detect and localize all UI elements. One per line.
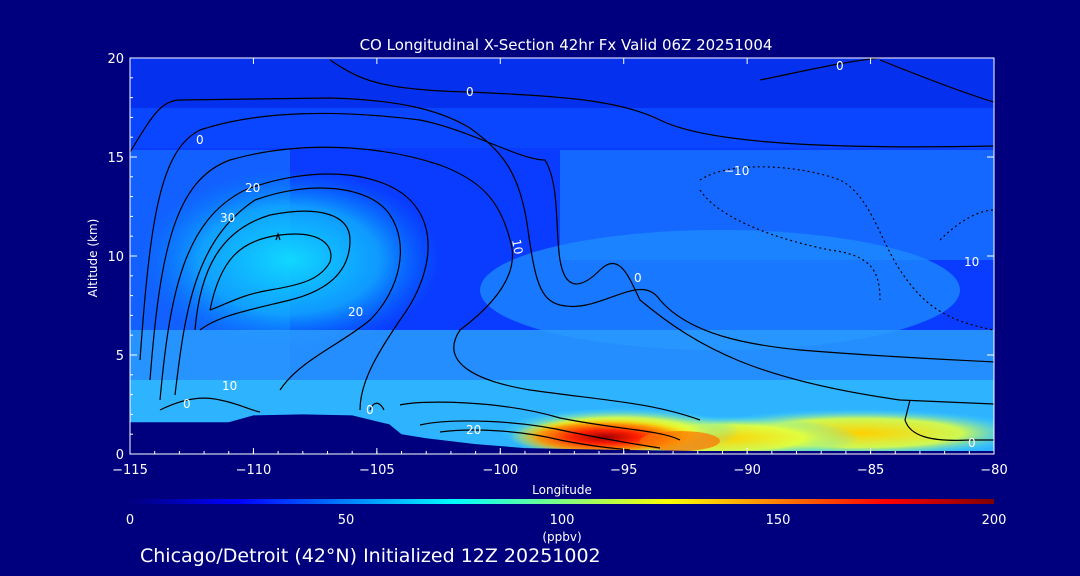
y-tick-label: 10 bbox=[107, 250, 124, 265]
contour-10-line bbox=[149, 146, 701, 421]
contour-label-neg10: 10 bbox=[964, 255, 979, 269]
x-tick-label: −110 bbox=[236, 463, 272, 478]
x-tick-label: −105 bbox=[359, 463, 395, 478]
y-tick-label: 15 bbox=[107, 151, 124, 166]
contour-20-line bbox=[419, 420, 661, 449]
contour-label-0: 0 bbox=[366, 403, 374, 417]
contour-0-line bbox=[329, 59, 994, 148]
x-axis-label: Longitude bbox=[532, 483, 592, 497]
contour-label-0: 0 bbox=[183, 397, 191, 411]
contour-label-20: 20 bbox=[245, 181, 260, 195]
colorbar bbox=[130, 499, 994, 504]
contour-0-line bbox=[879, 59, 994, 103]
contour-20-line bbox=[439, 429, 631, 451]
x-tick-label: −80 bbox=[980, 463, 1007, 478]
contour-30-line bbox=[275, 232, 281, 241]
contour-10-line bbox=[159, 173, 429, 411]
colorbar-tick-label: 150 bbox=[766, 513, 791, 528]
y-axis: 0 5 10 15 20 bbox=[107, 52, 994, 463]
contour-30-line bbox=[209, 233, 332, 311]
contour-20-line bbox=[174, 187, 401, 396]
x-tick-label: −85 bbox=[857, 463, 884, 478]
x-tick-label: −90 bbox=[733, 463, 760, 478]
y-tick-label: 20 bbox=[107, 52, 124, 67]
y-tick-label: 5 bbox=[116, 349, 124, 364]
contour-0-line bbox=[130, 97, 994, 363]
contour-0-line bbox=[904, 399, 994, 441]
contour-neg10-line bbox=[939, 209, 994, 241]
contour-10-line bbox=[399, 401, 681, 441]
contour-label-20: 20 bbox=[348, 305, 363, 319]
contour-neg10-line bbox=[699, 166, 994, 331]
y-axis-label: Altitude (km) bbox=[86, 219, 100, 298]
contour-10-line bbox=[139, 112, 994, 405]
colorbar-tick-label: 200 bbox=[982, 513, 1007, 528]
contour-label-0: 0 bbox=[196, 133, 204, 147]
colorbar-ticks: 0 50 100 150 200 bbox=[126, 513, 1007, 528]
colorbar-tick-label: 100 bbox=[550, 513, 575, 528]
contour-label-10: 10 bbox=[509, 238, 525, 255]
y-tick-label: 0 bbox=[116, 448, 124, 463]
contour-label-0: 0 bbox=[968, 436, 976, 450]
contour-label-10: 10 bbox=[222, 379, 237, 393]
contour-label-0: 0 bbox=[634, 271, 642, 285]
contour-label-neg10: −10 bbox=[724, 164, 749, 178]
footer-text: Chicago/Detroit (42°N) Initialized 12Z 2… bbox=[140, 545, 601, 567]
contour-labels: 0 0 0 0 0 0 0 10 10 20 20 20 30 −10 10 bbox=[183, 59, 979, 450]
contour-label-30: 30 bbox=[220, 211, 235, 225]
x-tick-label: −100 bbox=[482, 463, 518, 478]
contour-label-0: 0 bbox=[466, 85, 474, 99]
colorbar-tick-label: 0 bbox=[126, 513, 134, 528]
contour-0-line bbox=[159, 397, 261, 413]
x-tick-label: −115 bbox=[112, 463, 148, 478]
contour-lines bbox=[130, 58, 994, 451]
chart-title: CO Longitudinal X-Section 42hr Fx Valid … bbox=[360, 36, 773, 54]
contour-0-line bbox=[759, 58, 881, 81]
contour-30-line bbox=[194, 210, 351, 331]
contour-label-20: 20 bbox=[466, 423, 481, 437]
x-tick-label: −95 bbox=[610, 463, 637, 478]
colorbar-tick-label: 50 bbox=[338, 513, 355, 528]
colorbar-label: (ppbv) bbox=[542, 530, 581, 544]
terrain-mask bbox=[130, 414, 994, 454]
contour-label-0: 0 bbox=[836, 59, 844, 73]
contour-0-line bbox=[369, 402, 385, 411]
x-axis: −115 −110 −105 −100 −95 −90 −85 −80 bbox=[112, 58, 1008, 478]
